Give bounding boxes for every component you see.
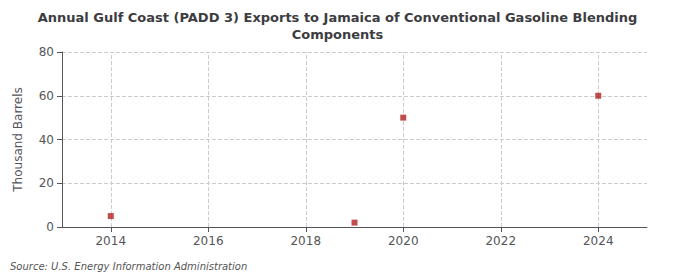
svg-text:60: 60 [39,89,54,103]
svg-text:80: 80 [39,45,54,59]
svg-text:Thousand Barrels: Thousand Barrels [11,87,25,192]
svg-text:2020: 2020 [388,234,419,248]
svg-text:2024: 2024 [583,234,614,248]
svg-text:0: 0 [46,220,54,234]
svg-text:Components: Components [292,27,384,42]
svg-text:40: 40 [39,133,54,147]
svg-text:Annual Gulf Coast (PADD 3) Exp: Annual Gulf Coast (PADD 3) Exports to Ja… [38,10,638,25]
svg-text:2016: 2016 [193,234,224,248]
svg-text:2018: 2018 [290,234,321,248]
svg-text:2014: 2014 [95,234,126,248]
svg-text:2022: 2022 [485,234,516,248]
svg-text:20: 20 [39,176,54,190]
svg-text:Source: U.S. Energy Informatio: Source: U.S. Energy Information Administ… [10,261,247,272]
